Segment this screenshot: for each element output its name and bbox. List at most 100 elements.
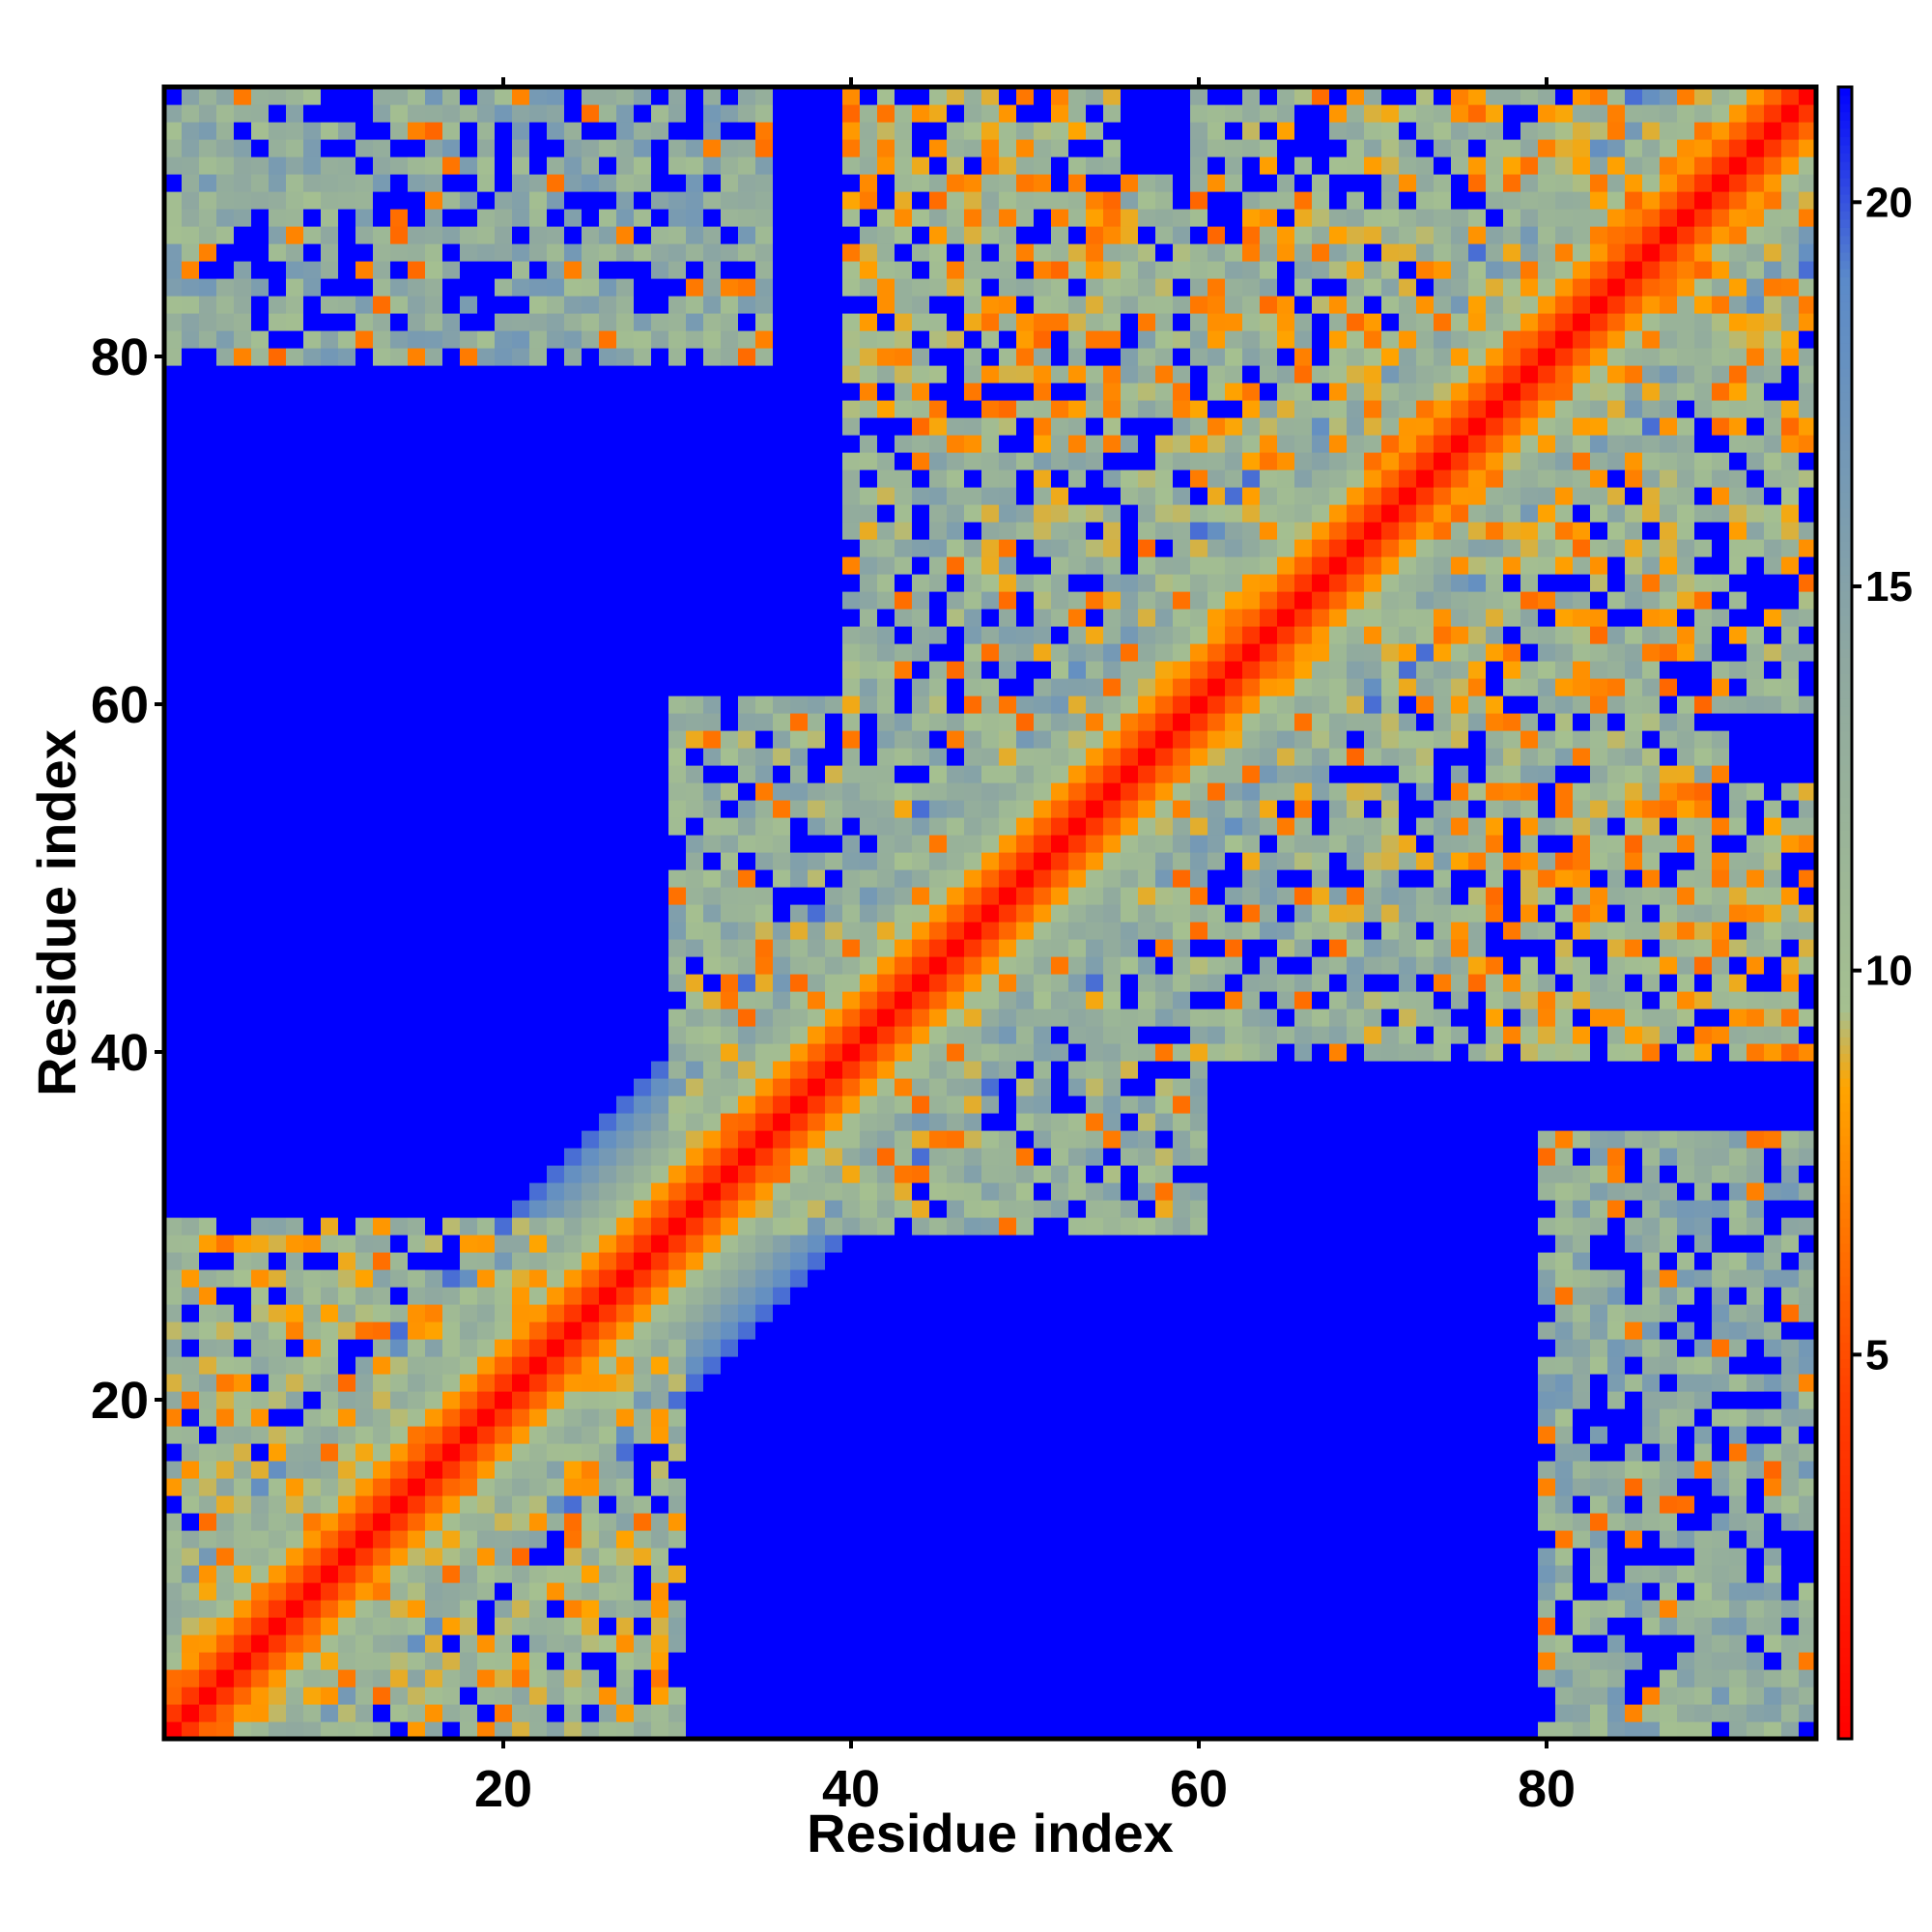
heatmap-cell [773, 1704, 791, 1722]
heatmap-cell [442, 904, 461, 923]
heatmap-cell [703, 1530, 722, 1548]
heatmap-cell [425, 487, 443, 505]
heatmap-cell [582, 1200, 600, 1218]
heatmap-cell [286, 1478, 304, 1496]
heatmap-cell [1034, 209, 1052, 227]
heatmap-cell [199, 1530, 217, 1548]
heatmap-cell [912, 1374, 930, 1392]
heatmap-cell [634, 1009, 652, 1027]
heatmap-cell [512, 1061, 530, 1079]
heatmap-cell [164, 1356, 183, 1375]
heatmap-cell [408, 261, 426, 279]
heatmap-cell [390, 852, 409, 870]
heatmap-cell [408, 1148, 426, 1166]
heatmap-cell [199, 104, 217, 123]
heatmap-cell [547, 817, 565, 836]
heatmap-cell [564, 765, 582, 783]
heatmap-cell [199, 748, 217, 766]
heatmap-cell [442, 1287, 461, 1305]
heatmap-cell [947, 243, 965, 262]
heatmap-cell [616, 191, 635, 210]
heatmap-cell [912, 365, 930, 384]
heatmap-cell [286, 1374, 304, 1392]
heatmap-cell [408, 556, 426, 575]
heatmap-cell [999, 1356, 1017, 1375]
heatmap-cell [825, 939, 843, 957]
heatmap-cell [408, 643, 426, 662]
heatmap-cell [877, 1408, 895, 1427]
heatmap-cell [877, 1548, 895, 1566]
heatmap-cell [668, 191, 687, 210]
heatmap-cell [738, 1721, 756, 1740]
heatmap-cell [895, 365, 913, 384]
heatmap-cell [512, 643, 530, 662]
heatmap-cell [477, 278, 496, 297]
heatmap-cell [269, 748, 287, 766]
heatmap-cell [390, 991, 409, 1009]
heatmap-cell [877, 1600, 895, 1618]
heatmap-cell [738, 661, 756, 679]
heatmap-cell [408, 243, 426, 262]
heatmap-cell [338, 330, 356, 349]
heatmap-cell [234, 243, 252, 262]
heatmap-cell [216, 1582, 235, 1601]
heatmap-cell [842, 713, 861, 731]
heatmap-cell [460, 348, 478, 366]
heatmap-cell [738, 296, 756, 314]
heatmap-cell [477, 1339, 496, 1357]
heatmap-cell [912, 417, 930, 436]
heatmap-cell [442, 400, 461, 418]
heatmap-cell [495, 782, 513, 801]
heatmap-cell [981, 800, 1000, 818]
heatmap-cell [634, 748, 652, 766]
heatmap-cell [1016, 626, 1035, 644]
heatmap-cell [634, 1026, 652, 1044]
heatmap-cell [390, 435, 409, 453]
heatmap-cell [199, 139, 217, 157]
heatmap-cell [390, 1565, 409, 1583]
heatmap-cell [929, 1200, 948, 1218]
heatmap-cell [703, 417, 722, 436]
heatmap-cell [321, 139, 339, 157]
heatmap-cell [773, 1061, 791, 1079]
heatmap-cell [790, 904, 809, 923]
heatmap-cell [842, 1078, 861, 1096]
heatmap-cell [408, 278, 426, 297]
heatmap-cell [547, 156, 565, 175]
heatmap-cell [721, 1391, 739, 1409]
heatmap-cell [321, 556, 339, 575]
heatmap-cell [303, 835, 322, 853]
heatmap-cell [686, 1269, 704, 1288]
heatmap-cell [164, 956, 183, 975]
heatmap-cell [564, 1548, 582, 1566]
heatmap-cell [860, 730, 878, 749]
heatmap-cell [321, 296, 339, 314]
heatmap-cell [929, 348, 948, 366]
heatmap-cell [1068, 1374, 1087, 1392]
heatmap-cell [895, 1217, 913, 1236]
heatmap-cell [512, 1461, 530, 1479]
heatmap-cell [895, 1687, 913, 1705]
heatmap-cell [495, 626, 513, 644]
heatmap-cell [912, 243, 930, 262]
heatmap-cell [790, 1530, 809, 1548]
heatmap-cell [182, 1721, 200, 1740]
heatmap-cell [390, 1043, 409, 1062]
heatmap-cell [755, 1478, 774, 1496]
heatmap-cell [338, 1600, 356, 1618]
heatmap-cell [738, 591, 756, 610]
heatmap-cell [512, 1704, 530, 1722]
heatmap-cell [755, 1339, 774, 1357]
heatmap-cell [686, 435, 704, 453]
heatmap-cell [616, 174, 635, 192]
heatmap-cell [895, 1652, 913, 1670]
heatmap-cell [721, 939, 739, 957]
heatmap-cell [947, 730, 965, 749]
heatmap-cell [755, 852, 774, 870]
heatmap-cell [721, 122, 739, 140]
heatmap-cell [442, 1478, 461, 1496]
heatmap-cell [216, 330, 235, 349]
heatmap-cell [1034, 817, 1052, 836]
heatmap-cell [303, 713, 322, 731]
heatmap-cell [1016, 1356, 1035, 1375]
